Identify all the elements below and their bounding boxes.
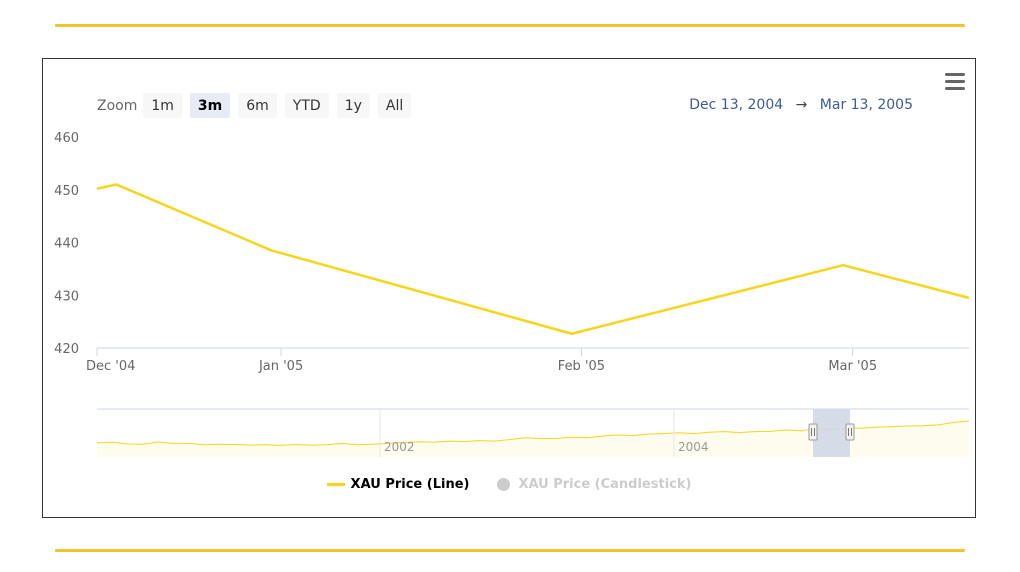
legend-line-symbol [326,483,345,486]
zoom-1m-button[interactable]: 1m [143,93,182,118]
zoom-3m-button[interactable]: 3m [189,93,231,118]
y-tick-label: 430 [54,289,79,304]
legend-dot-symbol [497,478,511,491]
y-tick-label: 460 [54,131,79,146]
navigator-tick-label: 2004 [678,440,709,454]
y-tick-label: 440 [54,237,79,252]
zoom-6m-button[interactable]: 6m [238,93,277,118]
x-tick-label: Dec '04 [86,359,135,374]
x-tick-label: Mar '05 [828,359,877,374]
chart-plot: 460 450 440 430 420 Dec '04 Jan '05 Feb '05 Mar … [54,131,970,457]
x-tick-label: Jan '05 [258,359,303,374]
bottom-decorative-rule [55,549,965,552]
date-range-display: Dec 13, 2004 → Mar 13, 2005 [689,97,913,113]
legend-line-label: XAU Price (Line) [350,477,470,492]
zoom-ytd-button[interactable]: YTD [284,93,329,118]
chart-legend: XAU Price (Line) XAU Price (Candlestick) [43,477,975,492]
navigator-area [97,421,969,457]
legend-item-line[interactable]: XAU Price (Line) [326,477,470,492]
range-arrow: → [795,97,808,113]
legend-item-candlestick[interactable]: XAU Price (Candlestick) [497,477,691,492]
x-tick-label: Feb '05 [558,359,605,374]
zoom-label: Zoom [97,97,138,114]
price-series-line [96,183,970,336]
zoom-1y-button[interactable]: 1y [336,93,370,118]
navigator-handle[interactable] [845,423,855,441]
range-to-date[interactable]: Mar 13, 2005 [819,97,913,113]
zoom-all-button[interactable]: All [377,93,412,118]
hamburger-menu-icon[interactable] [945,73,965,91]
y-tick-label: 450 [54,184,79,199]
navigator-tick-label: 2002 [384,440,415,454]
zoom-range-selector: Zoom 1m 3m 6m YTD 1y All [97,93,419,118]
navigator-selection-mask[interactable] [813,409,850,457]
y-tick-label: 420 [54,342,79,357]
navigator-handle[interactable] [808,423,818,441]
range-from-date[interactable]: Dec 13, 2004 [689,97,784,113]
top-decorative-rule [55,24,965,27]
stock-chart-container: Zoom 1m 3m 6m YTD 1y All Dec 13, 2004 → … [42,58,976,518]
legend-candlestick-label: XAU Price (Candlestick) [518,477,692,492]
